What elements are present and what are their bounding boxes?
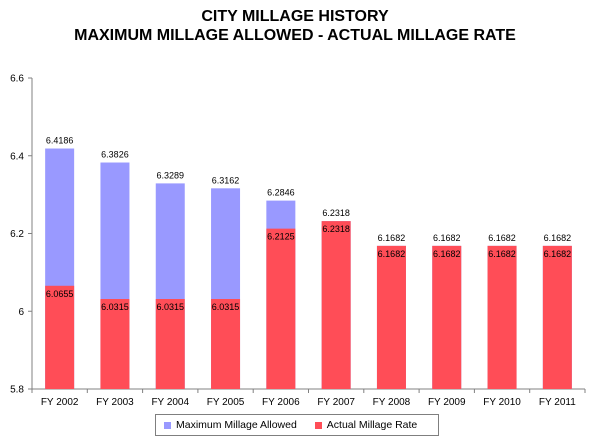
data-label-maximum-millage: 6.2846 bbox=[267, 188, 295, 198]
data-label-actual-millage: 6.2125 bbox=[267, 232, 295, 242]
bar-actual-millage bbox=[45, 285, 75, 389]
bar-actual-millage bbox=[100, 299, 130, 389]
data-label-actual-millage: 6.0315 bbox=[212, 302, 240, 312]
x-tick-label: FY 2002 bbox=[41, 397, 79, 408]
legend-label-maximum-millage: Maximum Millage Allowed bbox=[176, 419, 297, 431]
y-tick-label: 6 bbox=[18, 307, 24, 318]
x-tick-label: FY 2005 bbox=[207, 397, 245, 408]
x-tick-label: FY 2008 bbox=[373, 397, 411, 408]
data-label-maximum-millage: 6.1682 bbox=[488, 233, 516, 243]
data-label-actual-millage: 6.1682 bbox=[488, 249, 516, 259]
bar-actual-millage bbox=[155, 299, 185, 389]
data-label-actual-millage: 6.1682 bbox=[378, 249, 406, 259]
data-label-maximum-millage: 6.3289 bbox=[156, 170, 184, 180]
x-tick-label: FY 2007 bbox=[317, 397, 355, 408]
legend-item-maximum-millage: Maximum Millage Allowed bbox=[164, 419, 297, 431]
x-tick-label: FY 2004 bbox=[151, 397, 189, 408]
bar-actual-millage bbox=[211, 299, 241, 389]
data-label-actual-millage: 6.0655 bbox=[46, 289, 74, 299]
x-tick-label: FY 2009 bbox=[428, 397, 466, 408]
legend: Maximum Millage Allowed Actual Millage R… bbox=[155, 414, 439, 436]
bar-actual-millage bbox=[542, 245, 572, 389]
data-label-maximum-millage: 6.3162 bbox=[212, 175, 240, 185]
x-tick-label: FY 2011 bbox=[539, 397, 576, 408]
legend-swatch-maximum-millage bbox=[164, 421, 171, 429]
y-tick-label: 6.4 bbox=[10, 151, 24, 162]
bar-actual-millage bbox=[321, 221, 351, 389]
bar-actual-millage bbox=[376, 245, 406, 389]
bar-actual-millage bbox=[266, 228, 296, 389]
y-tick-label: 5.8 bbox=[10, 385, 24, 396]
x-tick-label: FY 2006 bbox=[262, 397, 300, 408]
data-label-maximum-millage: 6.2318 bbox=[322, 208, 350, 218]
bar-actual-millage bbox=[487, 245, 517, 389]
bar-actual-millage bbox=[432, 245, 462, 389]
data-label-maximum-millage: 6.3826 bbox=[101, 150, 129, 160]
data-label-actual-millage: 6.0315 bbox=[101, 302, 129, 312]
data-label-actual-millage: 6.1682 bbox=[544, 249, 572, 259]
data-label-actual-millage: 6.1682 bbox=[433, 249, 461, 259]
data-label-maximum-millage: 6.1682 bbox=[378, 233, 406, 243]
data-label-maximum-millage: 6.1682 bbox=[433, 233, 461, 243]
data-label-actual-millage: 6.2318 bbox=[322, 224, 350, 234]
legend-swatch-actual-millage bbox=[314, 421, 322, 429]
chart-title: CITY MILLAGE HISTORY bbox=[201, 8, 389, 25]
x-tick-label: FY 2003 bbox=[96, 397, 134, 408]
chart-subtitle: MAXIMUM MILLAGE ALLOWED - ACTUAL MILLAGE… bbox=[74, 27, 516, 44]
legend-label-actual-millage: Actual Millage Rate bbox=[326, 419, 418, 431]
data-label-actual-millage: 6.0315 bbox=[156, 302, 184, 312]
legend-item-actual-millage: Actual Millage Rate bbox=[314, 419, 418, 431]
data-label-maximum-millage: 6.4186 bbox=[46, 136, 74, 146]
y-tick-label: 6.6 bbox=[10, 74, 24, 85]
data-label-maximum-millage: 6.1682 bbox=[544, 233, 572, 243]
x-tick-label: FY 2010 bbox=[483, 397, 521, 408]
y-tick-label: 6.2 bbox=[10, 229, 24, 240]
